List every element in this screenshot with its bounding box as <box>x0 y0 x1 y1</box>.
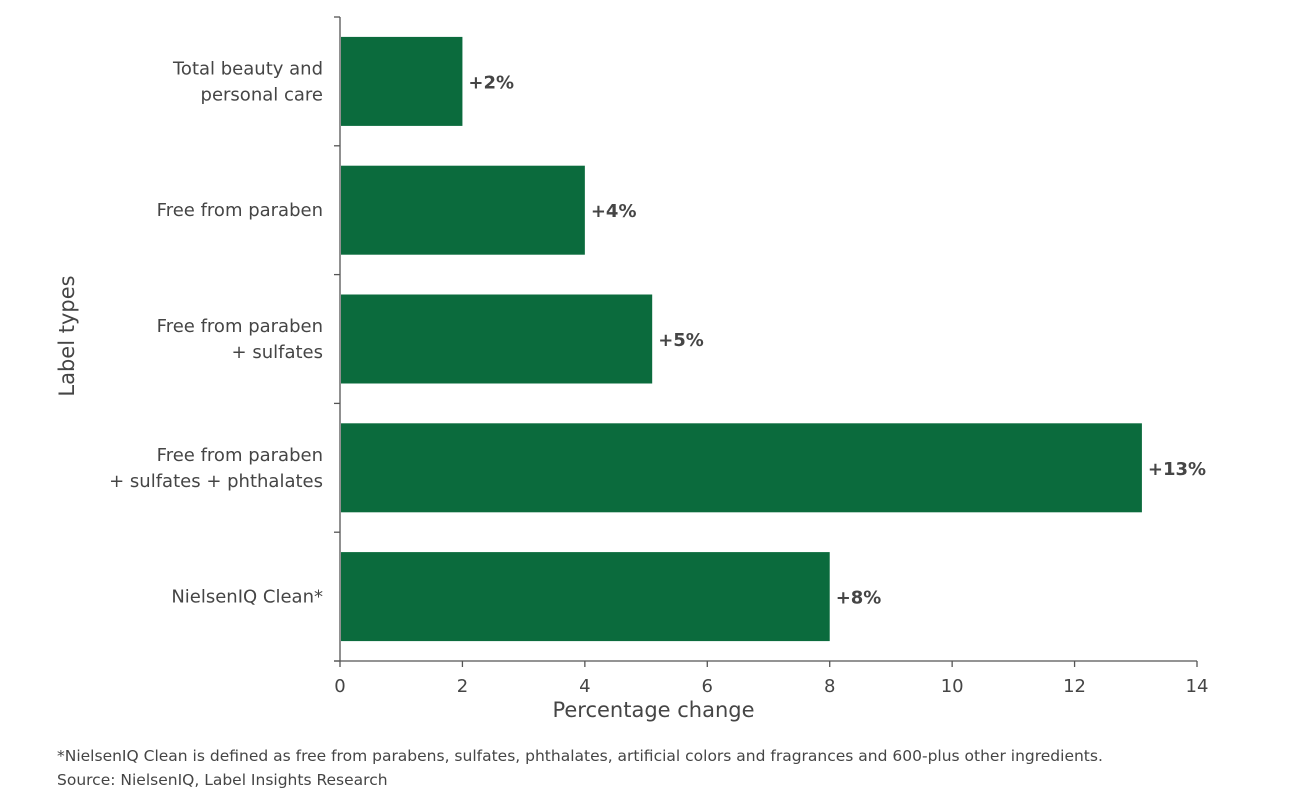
bar <box>341 36 463 126</box>
x-tick-label: 8 <box>824 676 835 697</box>
x-tick-label: 14 <box>1186 676 1209 697</box>
x-tick-label: 4 <box>579 676 590 697</box>
bar <box>341 294 653 384</box>
data-label: +5% <box>658 330 704 351</box>
data-label: +8% <box>836 588 882 609</box>
bar-chart: 0 2 4 6 8 10 12 14 +2% Total beauty and personal c… <box>55 16 1209 722</box>
source-note: Source: NielsenIQ, Label Insights Resear… <box>57 771 388 789</box>
category-label: personal care <box>201 84 323 105</box>
x-tick-label: 10 <box>941 676 964 697</box>
category-label: + sulfates <box>232 342 323 363</box>
bar <box>341 552 830 642</box>
category-label: Total beauty and <box>172 58 323 79</box>
category-label: + sulfates + phthalates <box>109 471 323 492</box>
x-tick-label: 12 <box>1063 676 1086 697</box>
data-label: +4% <box>591 201 637 222</box>
x-axis-title: Percentage change <box>552 698 754 722</box>
category-label: Free from paraben <box>157 316 323 337</box>
bar <box>341 423 1142 513</box>
x-tick-label: 6 <box>702 676 713 697</box>
category-label: Free from paraben <box>157 445 323 466</box>
data-label: +13% <box>1148 459 1206 480</box>
data-label: +2% <box>468 72 514 93</box>
category-label: NielsenIQ Clean* <box>171 587 323 608</box>
footnote: *NielsenIQ Clean is defined as free from… <box>57 747 1103 765</box>
y-axis-title: Label types <box>55 275 79 396</box>
category-label: Free from paraben <box>157 200 323 221</box>
x-tick-label: 0 <box>334 676 345 697</box>
bar <box>341 165 585 255</box>
x-tick-label: 2 <box>457 676 468 697</box>
